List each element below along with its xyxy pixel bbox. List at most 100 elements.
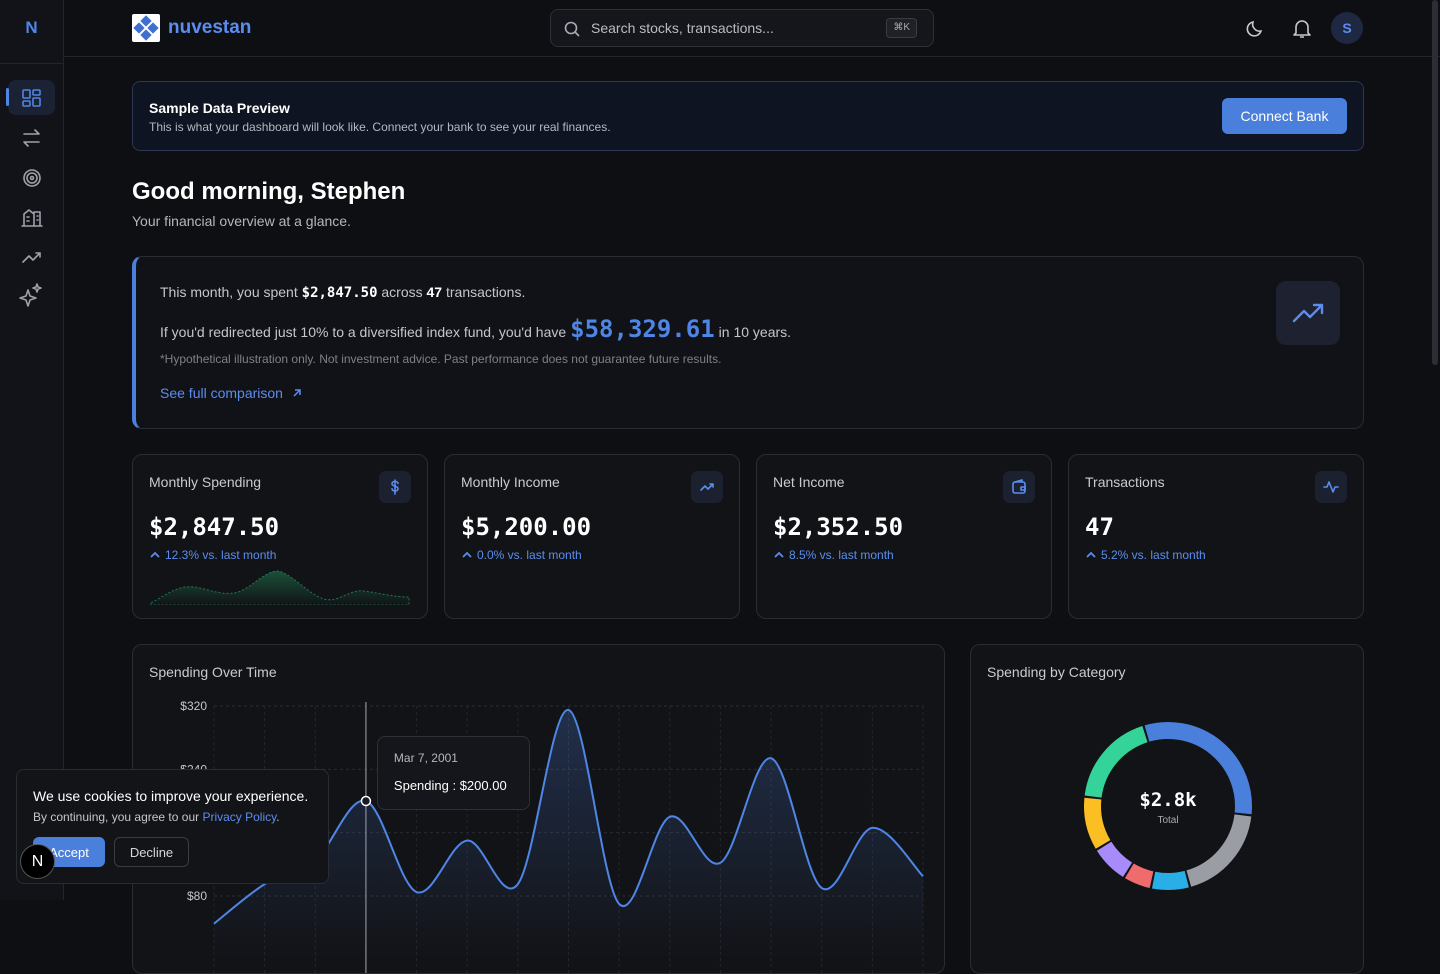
change-text: 0.0% vs. last month: [477, 548, 582, 562]
change-text: 5.2% vs. last month: [1101, 548, 1206, 562]
donut-segment: [1124, 863, 1154, 888]
search-icon: [564, 21, 580, 37]
insight-line1: This month, you spent $2,847.50 across 4…: [160, 284, 525, 301]
nav-active-bg: [8, 80, 55, 115]
donut-segment: [1186, 814, 1252, 887]
stat-change: 8.5% vs. last month: [773, 548, 894, 562]
chart-title: Spending Over Time: [149, 664, 277, 680]
stat-value: $2,847.50: [149, 513, 280, 541]
text: across: [381, 284, 423, 300]
insight-card: This month, you spent $2,847.50 across 4…: [132, 256, 1364, 429]
nav-goals[interactable]: [23, 169, 41, 187]
tooltip-date: Mar 7, 2001: [393, 751, 458, 765]
nav-transactions[interactable]: [23, 129, 40, 147]
nav-investments[interactable]: [22, 252, 41, 263]
up-icon: [1086, 551, 1096, 558]
change-text: 12.3% vs. last month: [165, 548, 277, 562]
stat-change: 12.3% vs. last month: [149, 548, 276, 562]
donut-chart: [1084, 722, 1252, 890]
line: [213, 708, 924, 925]
sparkline-graphic: [150, 570, 410, 606]
change-text: 8.5% vs. last month: [789, 548, 894, 562]
disclaimer: *Hypothetical illustration only. Not inv…: [160, 352, 722, 366]
icon: [1323, 481, 1339, 493]
divider: [0, 63, 63, 64]
icon: [1012, 479, 1026, 494]
text: transactions.: [445, 284, 526, 300]
stat-value: $5,200.00: [461, 513, 592, 541]
scrollbar[interactable]: [1432, 0, 1438, 365]
count: 47: [426, 284, 443, 300]
cookie-banner: We use cookies to improve your experienc…: [16, 769, 329, 884]
insight-icon: [1276, 281, 1340, 345]
text: If you'd redirected just 10% to a divers…: [160, 324, 567, 340]
up-icon: [462, 551, 472, 558]
donut-segment: [1144, 722, 1252, 815]
theme-toggle[interactable]: [1244, 17, 1268, 41]
text: By continuing, you agree to our: [33, 810, 200, 824]
line-area: [214, 709, 923, 960]
category-chart-card: Spending by Category $2.8k Total: [970, 644, 1364, 974]
nav-indicator: [6, 88, 9, 106]
brand-logo[interactable]: [132, 14, 160, 42]
icon: [391, 479, 399, 495]
y-tick-label: $80: [187, 889, 207, 903]
notifications[interactable]: [1290, 17, 1314, 41]
greeting-subtitle: Your financial overview at a glance.: [132, 213, 351, 229]
icon: [700, 483, 714, 491]
banner-title: Sample Data Preview: [149, 100, 290, 116]
brand-name[interactable]: nuvestan: [168, 17, 252, 38]
stat-card: Monthly Income $5,200.00 0.0% vs. last mon…: [444, 454, 740, 619]
dev-badge[interactable]: N: [20, 844, 55, 879]
stat-value: 47: [1085, 513, 1114, 541]
avatar[interactable]: S: [1331, 12, 1363, 44]
privacy-link[interactable]: Privacy Policy: [202, 810, 277, 824]
banner-text: This is what your dashboard will look li…: [149, 120, 611, 134]
search-placeholder: Search stocks, transactions...: [591, 20, 774, 36]
sample-banner: Sample Data Preview This is what your da…: [132, 81, 1364, 151]
donut-segment: [1151, 870, 1189, 890]
nav-icons: [19, 89, 43, 307]
nav-dashboard[interactable]: [22, 89, 41, 107]
nav-ai[interactable]: [19, 283, 42, 307]
stat-label: Monthly Income: [461, 474, 560, 490]
stat-icon: [1315, 471, 1347, 503]
stat-icon: [1003, 471, 1035, 503]
donut-segment: [1084, 726, 1148, 798]
brand-logo-icon: [133, 15, 159, 41]
donut-segment: [1084, 797, 1111, 849]
connect-bank-button[interactable]: Connect Bank: [1222, 98, 1347, 134]
stat-icon: [691, 471, 723, 503]
amount: $2,847.50: [301, 285, 378, 301]
nav-accounts[interactable]: [21, 209, 43, 227]
sparkline: [149, 565, 411, 610]
greeting-title: Good morning, Stephen: [132, 178, 406, 205]
arrow-icon: [293, 389, 301, 397]
trend-icon: [1292, 303, 1324, 323]
decline-button[interactable]: Decline: [114, 837, 189, 867]
stat-value: $2,352.50: [773, 513, 904, 541]
search-box[interactable]: Search stocks, transactions... ⌘K: [550, 9, 934, 47]
sidebar: N: [0, 0, 64, 900]
stat-card: Net Income $2,352.50 8.5% vs. last month: [756, 454, 1052, 619]
up-icon: [774, 551, 784, 558]
stat-label: Monthly Spending: [149, 474, 262, 490]
insight-line2: If you'd redirected just 10% to a divers…: [160, 315, 791, 343]
search-shortcut: ⌘K: [886, 18, 917, 38]
tooltip: Mar 7, 2001 Spending : $200.00: [376, 736, 530, 810]
tooltip-value: Spending : $200.00: [393, 778, 507, 793]
stat-label: Transactions: [1085, 474, 1165, 490]
text: This month, you spent: [160, 284, 298, 300]
stat-change: 5.2% vs. last month: [1085, 548, 1206, 562]
stat-label: Net Income: [773, 474, 845, 490]
donut-label: Total: [1157, 815, 1179, 826]
sidebar-logo[interactable]: N: [25, 18, 38, 37]
projected-amount: $58,329.61: [570, 315, 715, 343]
link-text[interactable]: See full comparison: [160, 385, 283, 401]
donut-total: $2.8k: [1139, 789, 1197, 811]
stat-card: Transactions 47 5.2% vs. last month: [1068, 454, 1364, 619]
comparison-link[interactable]: See full comparison: [160, 385, 303, 401]
stat-card: Monthly Spending $2,847.50 12.3% vs. last …: [132, 454, 428, 619]
chart-title: Spending by Category: [987, 664, 1126, 680]
